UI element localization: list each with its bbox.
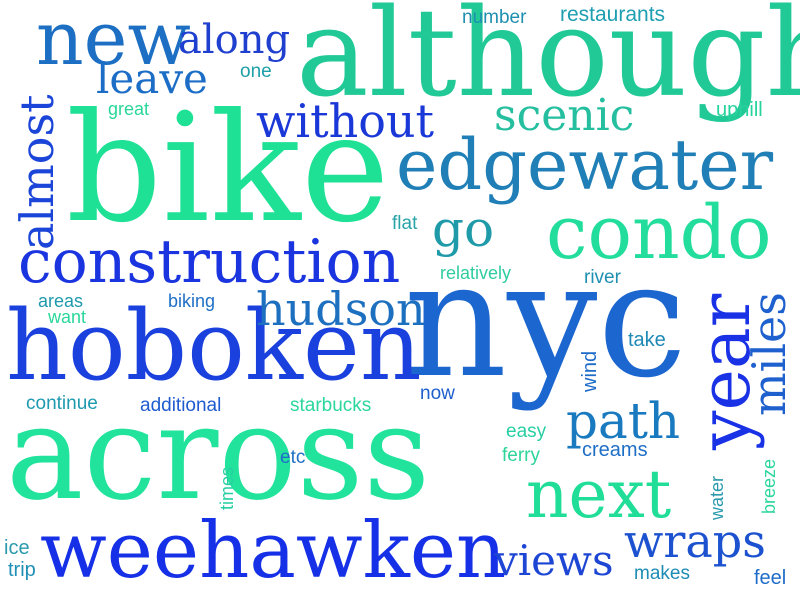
word-condo: condo xyxy=(546,190,772,276)
word-weehawken: weehawken xyxy=(40,506,507,596)
word-uphill: uphill xyxy=(716,99,763,121)
word-hoboken: hoboken xyxy=(6,290,422,402)
word-starbucks: starbucks xyxy=(290,395,372,416)
word-restaurants: restaurants xyxy=(560,3,666,26)
word-scenic: scenic xyxy=(494,90,635,141)
word-additional: additional xyxy=(140,395,222,416)
word-water: water xyxy=(707,475,727,520)
word-ice: ice xyxy=(4,537,30,559)
word-river: river xyxy=(584,267,621,288)
word-miles: miles xyxy=(742,292,796,416)
word-one: one xyxy=(240,61,272,82)
word-views: views xyxy=(494,536,614,585)
word-wraps: wraps xyxy=(624,514,766,568)
word-makes: makes xyxy=(634,563,690,584)
word-creams: creams xyxy=(582,439,648,461)
word-path: path xyxy=(566,392,681,450)
word-ferry: ferry xyxy=(502,445,540,466)
word-almost: almost xyxy=(10,94,64,250)
word-breeze: breeze xyxy=(759,458,779,514)
word-feel: feel xyxy=(754,567,787,589)
word-new: new xyxy=(36,0,191,82)
word-edgewater: edgewater xyxy=(396,124,774,206)
word-nyc: nyc xyxy=(404,226,688,413)
word-relatively: relatively xyxy=(440,263,512,283)
word-go: go xyxy=(432,200,495,258)
word-bike: bike xyxy=(66,82,390,256)
word-now: now xyxy=(420,383,455,404)
word-wind: wind xyxy=(579,350,601,392)
word-trip: trip xyxy=(8,559,36,581)
word-next: next xyxy=(526,456,672,533)
word-easy: easy xyxy=(506,421,547,442)
word-leave: leave xyxy=(96,54,208,103)
word-hudson: hudson xyxy=(256,282,426,336)
word-areas: areas xyxy=(38,291,84,311)
word-along: along xyxy=(178,17,291,63)
word-times: times xyxy=(217,466,237,510)
word-take: take xyxy=(628,329,666,351)
word-etc: etc xyxy=(280,447,306,468)
word-flat: flat xyxy=(392,213,418,234)
word-without: without xyxy=(256,94,435,148)
word-want: want xyxy=(48,307,87,327)
word-biking: biking xyxy=(168,291,216,311)
word-continue: continue xyxy=(26,393,98,414)
word-great: great xyxy=(108,99,150,119)
word-construction: construction xyxy=(18,227,401,297)
word-number: number xyxy=(462,7,527,28)
word-across: across xyxy=(6,377,431,529)
word-although: although xyxy=(296,0,800,124)
